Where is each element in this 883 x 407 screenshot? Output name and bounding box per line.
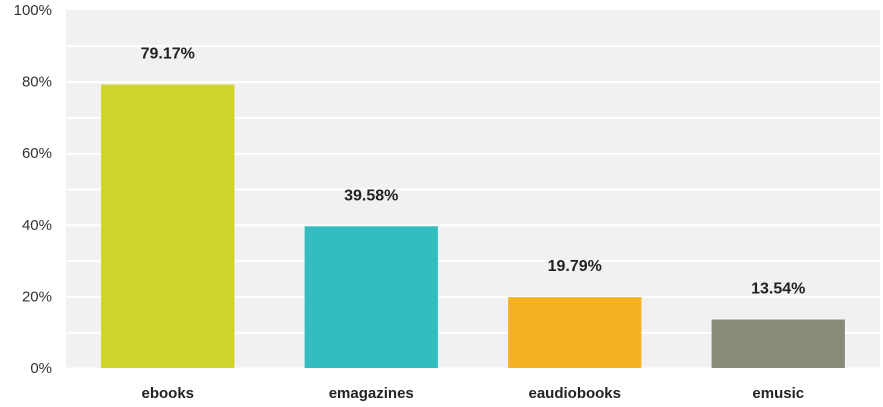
bar-emagazines [304, 226, 438, 368]
x-tick-label-emusic: emusic [752, 385, 804, 402]
y-tick-label: 100% [14, 2, 52, 19]
y-axis-ticks: 0% 20% 40% 60% 80% 100% [14, 2, 52, 377]
bar-eaudiobooks [508, 297, 642, 368]
x-tick-label-ebooks: ebooks [141, 385, 194, 402]
data-label-ebooks: 79.17% [141, 46, 195, 63]
x-tick-label-eaudiobooks: eaudiobooks [528, 385, 621, 402]
data-label-eaudiobooks: 19.79% [548, 258, 602, 275]
data-label-emagazines: 39.58% [344, 187, 398, 204]
y-tick-label: 20% [22, 288, 52, 305]
y-tick-label: 0% [30, 360, 52, 377]
bar-ebooks [101, 84, 235, 368]
bars [101, 84, 845, 368]
y-tick-label: 40% [22, 217, 52, 234]
y-tick-label: 80% [22, 74, 52, 91]
y-tick-label: 60% [22, 145, 52, 162]
x-axis-labels: ebooks emagazines eaudiobooks emusic [141, 385, 804, 402]
x-tick-label-emagazines: emagazines [329, 385, 414, 402]
value-labels: 79.17% 39.58% 19.79% 13.54% [141, 46, 806, 298]
bar-emusic [711, 319, 845, 368]
data-label-emusic: 13.54% [751, 281, 805, 298]
